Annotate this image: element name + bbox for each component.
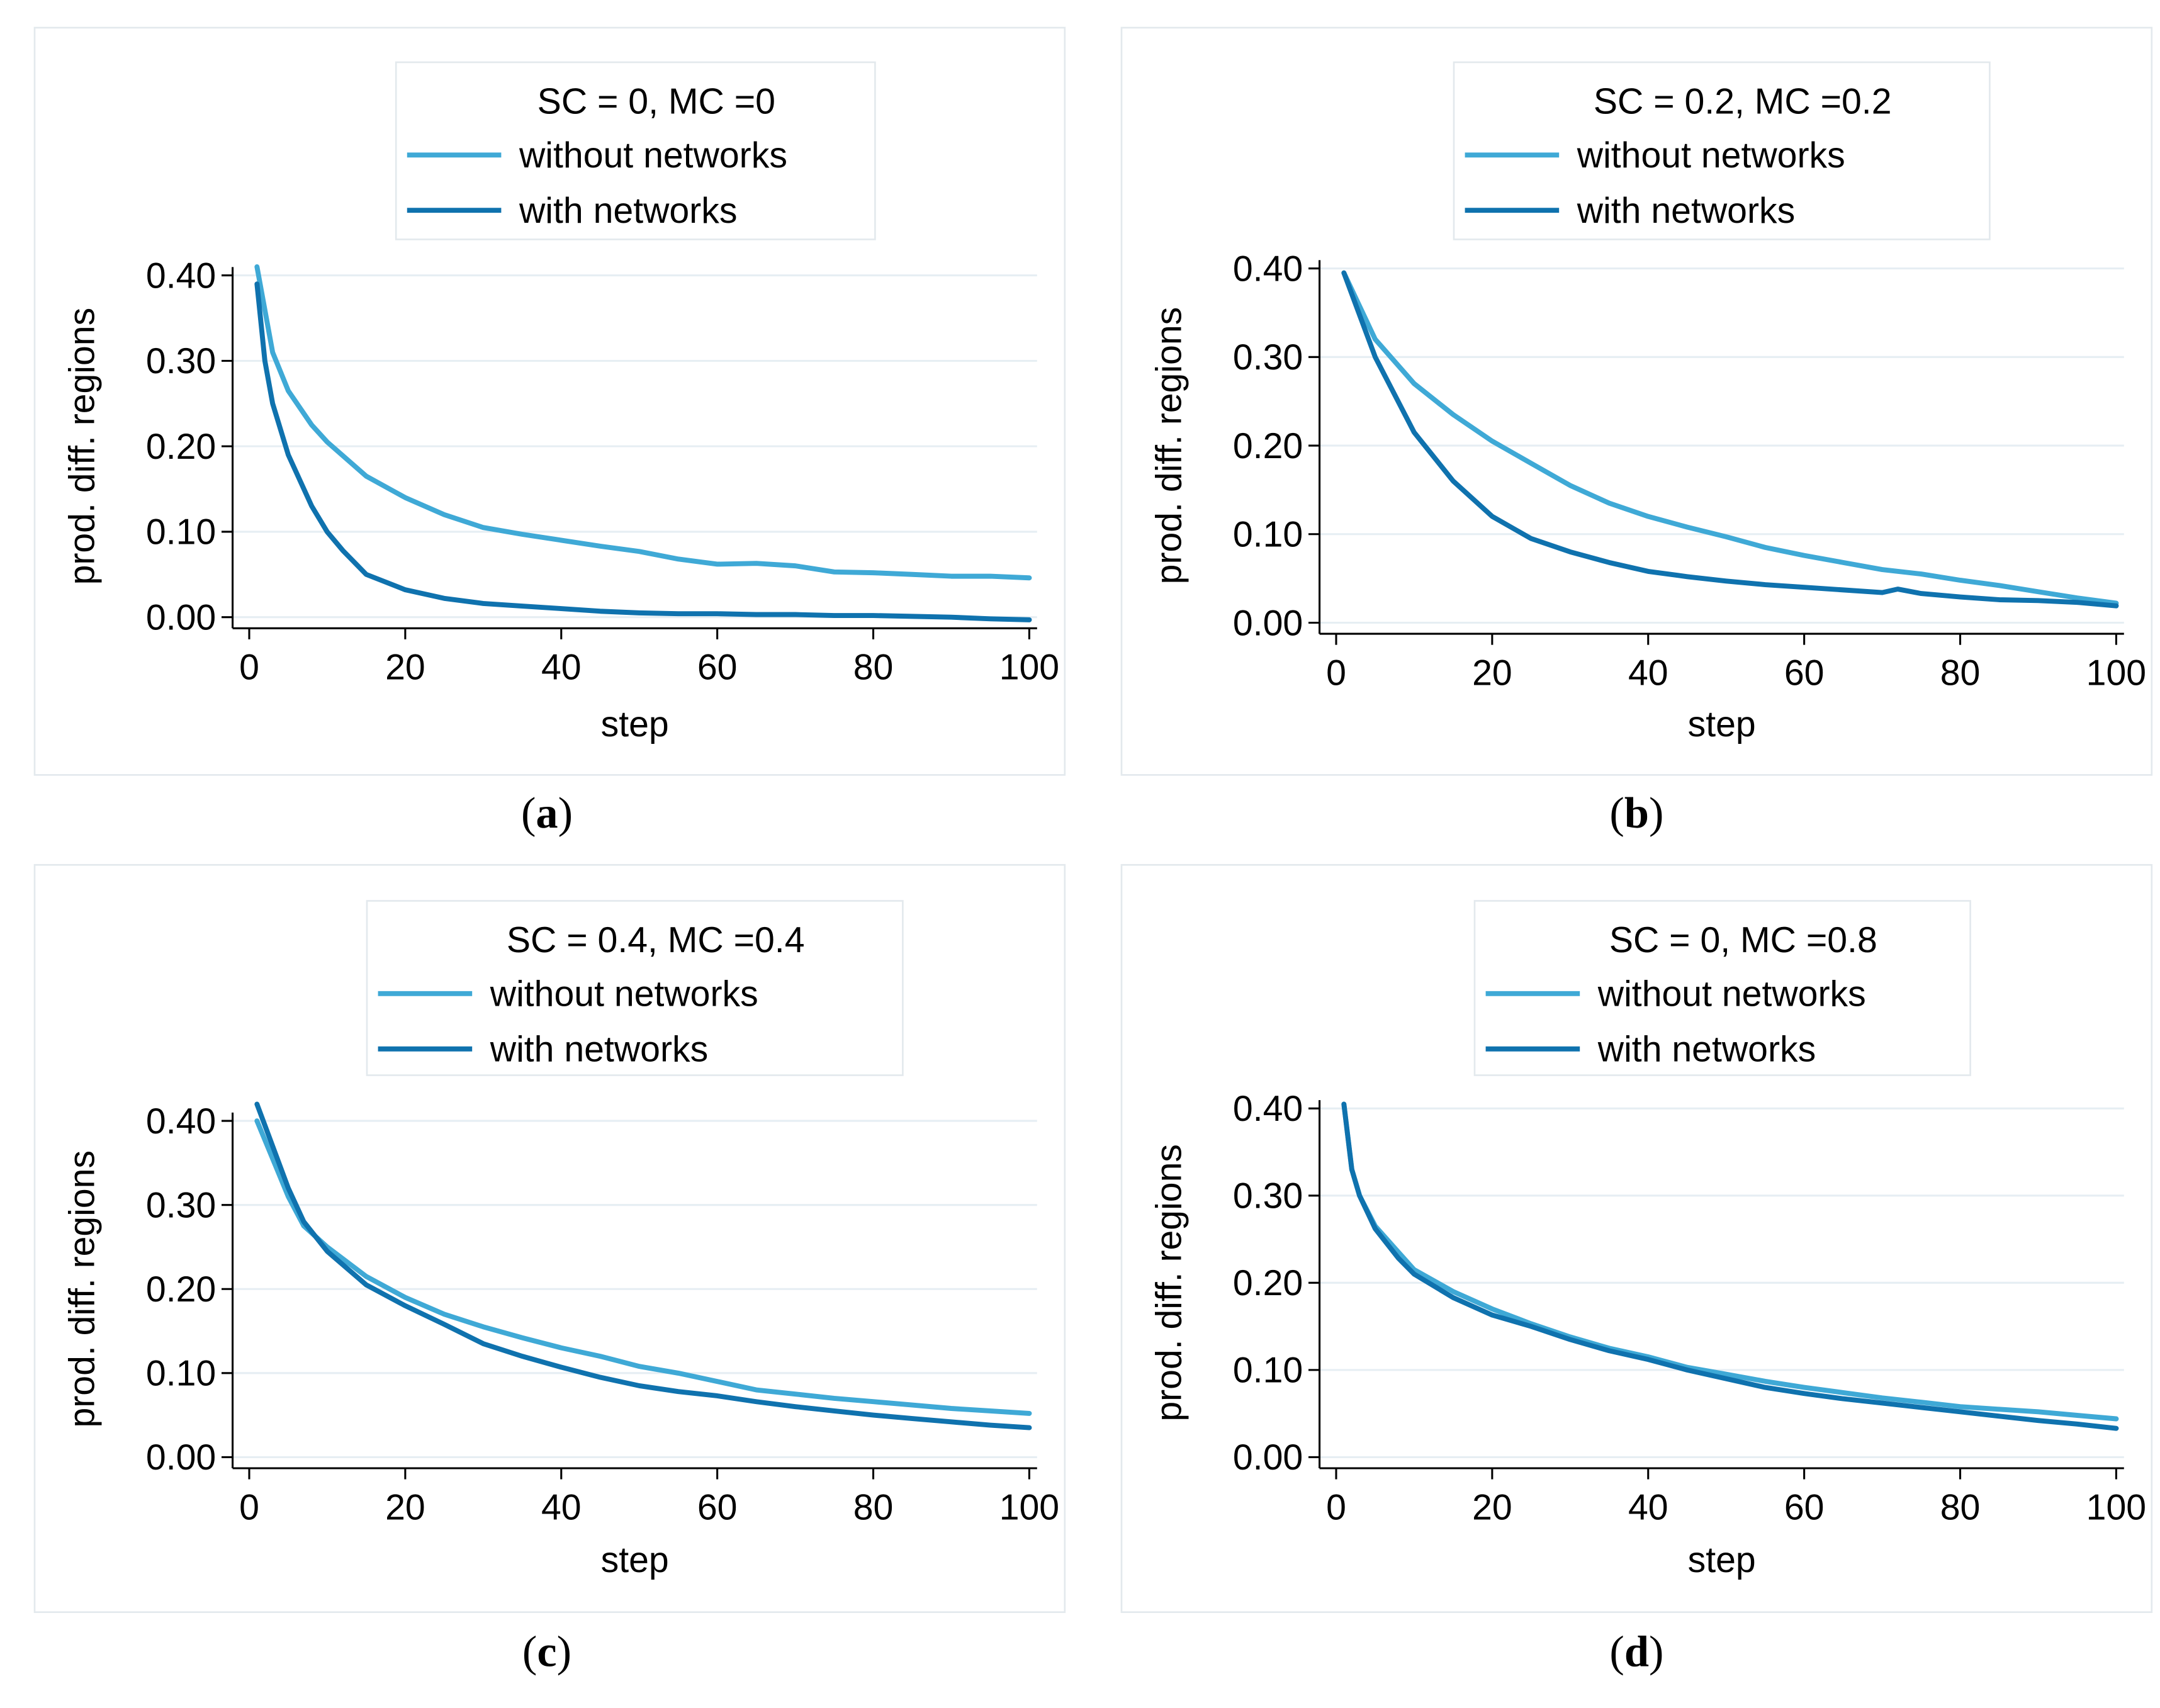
x-tick-label: 20 xyxy=(1472,1487,1512,1527)
panel-label-open: ( xyxy=(521,789,536,838)
y-tick-label: 0.30 xyxy=(146,1185,216,1225)
legend-entry-label: with networks xyxy=(1577,191,1795,231)
x-tick-label: 0 xyxy=(1326,653,1346,693)
legend-entry-label: with networks xyxy=(519,191,737,231)
legend: SC = 0, MC =0.8 without networks with netw… xyxy=(1473,900,1971,1076)
panel-label-open: ( xyxy=(1609,1627,1624,1676)
panel-label-letter: a xyxy=(536,789,558,838)
legend-box xyxy=(366,900,904,1076)
y-tick-label: 0.10 xyxy=(1233,1351,1303,1391)
chart-panel-b: 0.00 0.10 0.20 0.30 0.40 0 20 40 60 80 100 step prod… xyxy=(1120,26,2153,838)
x-tick-label: 40 xyxy=(541,1487,582,1527)
y-tick-label: 0.20 xyxy=(146,427,216,467)
x-tick-label: 60 xyxy=(1784,1487,1825,1527)
legend-entry-label: without networks xyxy=(519,135,787,176)
series-line-with xyxy=(1341,1101,2119,1431)
panel-label-letter: d xyxy=(1624,1627,1649,1676)
x-axis-title: step xyxy=(1688,704,1756,744)
series-line-with xyxy=(1341,270,2119,609)
y-tick-label: 0.00 xyxy=(1233,1437,1303,1478)
series-line-with xyxy=(254,281,1032,622)
panel-label: (d) xyxy=(1609,1627,1663,1676)
x-tick-label: 20 xyxy=(1472,653,1512,693)
x-tick-label: 20 xyxy=(385,648,425,688)
x-tick-label: 100 xyxy=(999,648,1059,688)
y-tick-label: 0.20 xyxy=(1233,426,1303,466)
series-line-without xyxy=(1341,1101,2119,1422)
panel-label: (b) xyxy=(1609,789,1663,838)
chart-panel-d: 0.00 0.10 0.20 0.30 0.40 0 20 40 60 80 100 step prod… xyxy=(1120,863,2153,1676)
y-tick-label: 0.20 xyxy=(146,1269,216,1310)
panel-label-close: ) xyxy=(1649,1627,1663,1676)
panel-label-open: ( xyxy=(522,1627,537,1676)
y-axis-title: prod. diff. regions xyxy=(1149,1144,1190,1422)
y-tick-label: 0.40 xyxy=(1233,1089,1303,1129)
chart-panel-a: 0.00 0.10 0.20 0.30 0.40 0 20 40 60 80 100 step prod… xyxy=(33,26,1066,838)
panel-label-close: ) xyxy=(557,1627,571,1676)
legend-box xyxy=(1473,900,1971,1076)
legend-entry-label: with networks xyxy=(1597,1030,1816,1070)
panel-label-open: ( xyxy=(1609,789,1624,838)
y-axis-title: prod. diff. regions xyxy=(1149,307,1190,585)
chart-panel-c: 0.00 0.10 0.20 0.30 0.40 0 20 40 60 80 100 step prod… xyxy=(33,863,1066,1676)
legend-entry-label: without networks xyxy=(1597,974,1866,1014)
legend: SC = 0.2, MC =0.2 without networks with ne… xyxy=(1453,61,1991,240)
legend-title: SC = 0, MC =0 xyxy=(537,81,775,121)
x-tick-label: 20 xyxy=(385,1487,425,1527)
panel-label-close: ) xyxy=(558,789,573,838)
x-tick-label: 60 xyxy=(697,1487,738,1527)
y-tick-label: 0.30 xyxy=(146,341,216,381)
x-tick-label: 0 xyxy=(1326,1487,1346,1527)
legend: SC = 0.4, MC =0.4 without networks with ne… xyxy=(366,900,904,1076)
legend-entry-label: with networks xyxy=(490,1030,708,1070)
y-tick-label: 0.00 xyxy=(146,597,216,638)
y-tick-label: 0.20 xyxy=(1233,1263,1303,1303)
legend: SC = 0, MC =0 without networks with networ… xyxy=(395,61,876,240)
panel-label: (c) xyxy=(522,1627,571,1676)
x-tick-label: 60 xyxy=(697,648,738,688)
y-tick-label: 0.40 xyxy=(1233,249,1303,289)
y-tick-label: 0.30 xyxy=(1233,1176,1303,1216)
series-line-without xyxy=(1341,270,2119,606)
y-tick-label: 0.30 xyxy=(1233,337,1303,378)
legend-title: SC = 0, MC =0.8 xyxy=(1609,920,1877,960)
legend-entry-label: without networks xyxy=(1577,135,1845,176)
x-tick-label: 80 xyxy=(853,648,894,688)
y-tick-label: 0.40 xyxy=(146,1101,216,1142)
x-tick-label: 0 xyxy=(239,648,259,688)
panel-label-close: ) xyxy=(1649,789,1663,838)
x-tick-label: 0 xyxy=(239,1487,259,1527)
y-tick-label: 0.00 xyxy=(146,1437,216,1478)
x-axis-title: step xyxy=(601,1540,669,1580)
x-axis-title: step xyxy=(601,704,669,744)
x-tick-label: 60 xyxy=(1784,653,1825,693)
y-tick-label: 0.40 xyxy=(146,256,216,296)
x-tick-label: 80 xyxy=(1940,653,1981,693)
x-tick-label: 40 xyxy=(1628,653,1668,693)
x-tick-label: 100 xyxy=(2086,653,2146,693)
x-tick-label: 100 xyxy=(2086,1487,2146,1527)
y-tick-label: 0.00 xyxy=(1233,603,1303,643)
panel-label: (a) xyxy=(521,789,573,838)
x-tick-label: 80 xyxy=(1940,1487,1981,1527)
x-tick-label: 40 xyxy=(541,648,582,688)
legend-title: SC = 0.4, MC =0.4 xyxy=(507,920,805,960)
x-tick-label: 40 xyxy=(1628,1487,1668,1527)
series-line-with xyxy=(254,1101,1032,1430)
x-tick-label: 80 xyxy=(853,1487,894,1527)
x-axis-title: step xyxy=(1688,1540,1756,1580)
y-axis-title: prod. diff. regions xyxy=(62,1150,103,1428)
y-tick-label: 0.10 xyxy=(146,512,216,553)
panel-label-letter: b xyxy=(1624,789,1649,838)
series-line-without xyxy=(254,264,1032,581)
legend-entry-label: without networks xyxy=(490,974,758,1014)
panel-label-letter: c xyxy=(537,1627,556,1676)
y-tick-label: 0.10 xyxy=(1233,515,1303,555)
x-tick-label: 100 xyxy=(999,1487,1059,1527)
y-tick-label: 0.10 xyxy=(146,1354,216,1394)
legend-title: SC = 0.2, MC =0.2 xyxy=(1594,81,1892,121)
y-axis-title: prod. diff. regions xyxy=(62,308,103,585)
